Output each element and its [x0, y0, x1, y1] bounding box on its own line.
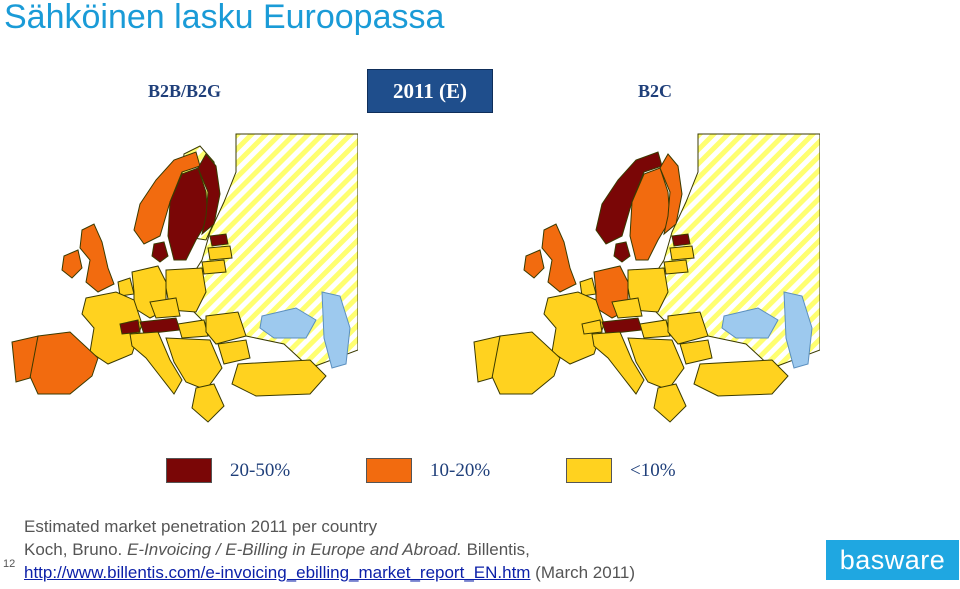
caption-line-2: Koch, Bruno. E-Invoicing / E-Billing in … — [24, 538, 635, 561]
lithuania — [201, 259, 227, 275]
bulgaria — [679, 339, 713, 365]
b2b-europe-map — [11, 133, 358, 423]
page-number: 12 — [3, 558, 16, 570]
hungary — [639, 319, 671, 339]
sweden — [629, 167, 671, 261]
estonia — [209, 233, 229, 247]
latvia — [207, 245, 233, 261]
czech — [611, 297, 643, 319]
basware-logo: basware — [826, 540, 959, 580]
united-kingdom — [541, 223, 577, 293]
austria — [139, 317, 181, 335]
b2b-map-label: B2B/B2G — [148, 81, 222, 101]
greece — [191, 383, 225, 423]
legend-swatch — [366, 458, 412, 483]
switzerland — [581, 319, 603, 335]
legend-label: 20-50% — [230, 459, 291, 481]
denmark — [613, 241, 631, 263]
legend-swatch — [566, 458, 612, 483]
hungary — [177, 319, 209, 339]
b2c-europe-map — [473, 133, 820, 423]
portugal — [473, 335, 501, 383]
sweden — [167, 167, 209, 261]
source-caption: Estimated market penetration 2011 per co… — [24, 515, 635, 584]
ireland — [61, 249, 83, 279]
black-sea — [259, 307, 317, 339]
legend-item-10-20: 10-20% — [366, 458, 490, 483]
norway — [595, 151, 663, 245]
estonia — [671, 233, 691, 247]
switzerland — [119, 319, 141, 335]
legend-swatch — [166, 458, 212, 483]
caption-report-title: E-Invoicing / E-Billing in Europe and Ab… — [127, 540, 462, 559]
caspian-sea — [321, 291, 351, 369]
portugal — [11, 335, 39, 383]
slide-title: Sähköinen lasku Euroopassa — [4, 0, 445, 36]
france — [543, 291, 605, 365]
benelux — [579, 277, 597, 297]
legend-label: <10% — [630, 459, 676, 481]
caption-line-3: http://www.billentis.com/e-invoicing_ebi… — [24, 561, 635, 584]
ireland — [523, 249, 545, 279]
turkey — [693, 359, 789, 397]
denmark — [151, 241, 169, 263]
lithuania — [663, 259, 689, 275]
romania — [205, 311, 247, 345]
benelux — [117, 277, 135, 297]
latvia — [669, 245, 695, 261]
italy — [591, 331, 645, 395]
caption-author: Koch, Bruno. — [24, 540, 128, 559]
caption-line-1: Estimated market penetration 2011 per co… — [24, 517, 378, 536]
black-sea — [721, 307, 779, 339]
austria — [601, 317, 643, 335]
greece — [653, 383, 687, 423]
spain — [27, 331, 99, 395]
caspian-sea — [783, 291, 813, 369]
romania — [667, 311, 709, 345]
caption-publisher: Billentis, — [461, 540, 530, 559]
year-badge: 2011 (E) — [367, 69, 493, 113]
norway — [133, 151, 201, 245]
caption-date: (March 2011) — [530, 563, 636, 582]
czech — [149, 297, 181, 319]
france — [81, 291, 143, 365]
legend-label: 10-20% — [430, 459, 491, 481]
turkey — [231, 359, 327, 397]
italy — [129, 331, 183, 395]
spain — [489, 331, 561, 395]
b2c-map-label: B2C — [638, 81, 673, 101]
legend-item-under-10: <10% — [566, 458, 676, 483]
source-link[interactable]: http://www.billentis.com/e-invoicing_ebi… — [24, 563, 531, 582]
finland-fill — [197, 153, 221, 236]
united-kingdom — [79, 223, 115, 293]
bulgaria — [217, 339, 251, 365]
legend-item-20-50: 20-50% — [166, 458, 290, 483]
finland-fill — [659, 153, 683, 236]
